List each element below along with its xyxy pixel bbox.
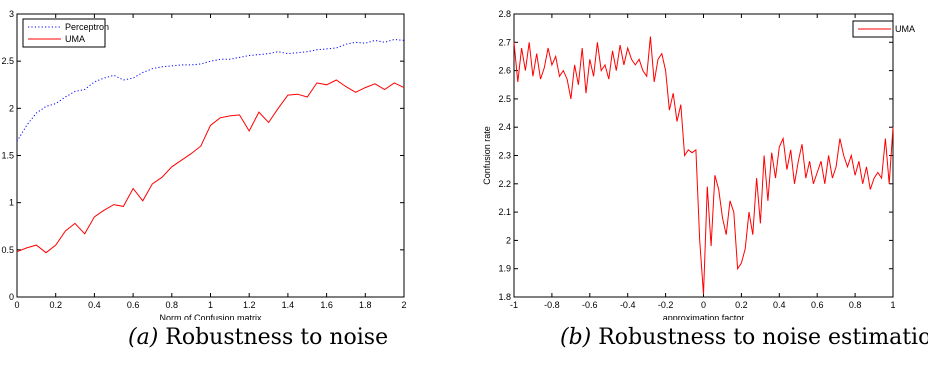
legend-box [22,18,106,48]
x-tick-label: 1 [208,300,213,310]
x-tick-label: 0.2 [735,300,748,310]
y-tick-label: 0 [9,292,14,302]
y-tick-label: 2.4 [498,122,511,132]
y-axis-label: Confusion rate [482,126,492,185]
y-tick-label: 2.3 [498,151,511,161]
x-tick-label: 0 [701,300,706,310]
y-tick-label: 2.6 [498,66,511,76]
caption-b-label: (b) [560,325,592,350]
y-tick-label: 2 [506,235,511,245]
x-axis-label: approximation factor [663,313,745,320]
x-tick-label: -1 [510,300,518,310]
y-tick-label: 2.2 [498,179,511,189]
x-tick-label: 0 [14,300,19,310]
x-tick-label: 0.8 [849,300,862,310]
x-tick-label: 1.2 [243,300,256,310]
y-tick-label: 2.1 [498,207,511,217]
legend-label: Perceptron [65,22,109,32]
x-tick-label: 0.8 [166,300,179,310]
y-tick-label: 1.9 [498,264,511,274]
x-tick-label: -0.8 [544,300,560,310]
y-tick-label: 2.5 [498,94,511,104]
x-tick-label: -0.6 [582,300,598,310]
x-tick-label: 0.4 [88,300,101,310]
y-tick-label: 3 [9,9,14,19]
x-tick-label: 0.6 [127,300,140,310]
y-tick-label: 1.5 [1,151,14,161]
series-line-uma [16,79,405,254]
series-line-perceptron [16,38,405,142]
x-tick-label: 0.2 [49,300,62,310]
x-tick-label: 1 [890,300,895,310]
x-tick-label: 2 [401,300,406,310]
caption-b: (b) Robustness to noise estimation [560,325,928,350]
caption-b-text: Robustness to noise estimation [591,325,928,350]
x-tick-label: 0.6 [811,300,824,310]
plot-frame [16,13,405,298]
y-tick-label: 2.8 [498,9,511,19]
chart-b: -1 -0.8 -0.6 -0.4 -0.2 0 0.2 0.4 0.6 0.8 1 1.8 1.9 2 2… [482,9,915,320]
caption-a: (a) Robustness to noise [128,325,388,350]
y-tick-label: 1 [9,198,14,208]
y-tick-label: 2.7 [498,37,511,47]
y-tick-label: 2 [9,103,14,113]
legend-label: UMA [895,24,915,34]
plot-frame [513,13,894,298]
x-tick-label: 1.4 [282,300,295,310]
x-tick-label: 1.8 [359,300,372,310]
series-line-uma [513,36,894,295]
caption-a-text: Robustness to noise [158,325,389,350]
y-tick-label: 2.5 [1,56,14,66]
x-tick-label: -0.4 [620,300,636,310]
caption-a-label: (a) [128,325,159,350]
y-tick-label: 0.5 [1,245,14,255]
legend-label: UMA [65,34,85,44]
x-tick-label: 1.6 [320,300,333,310]
x-tick-label: -0.2 [658,300,674,310]
chart-a: 0 0.2 0.4 0.6 0.8 1 1.2 1.4 1.6 1.8 2 0 0.5 1 1.5 2 2.5 3… [1,9,406,320]
x-axis-label: Norm of Confusion matrix [159,313,262,320]
y-tick-label: 1.8 [498,292,511,302]
x-tick-label: 0.4 [773,300,786,310]
